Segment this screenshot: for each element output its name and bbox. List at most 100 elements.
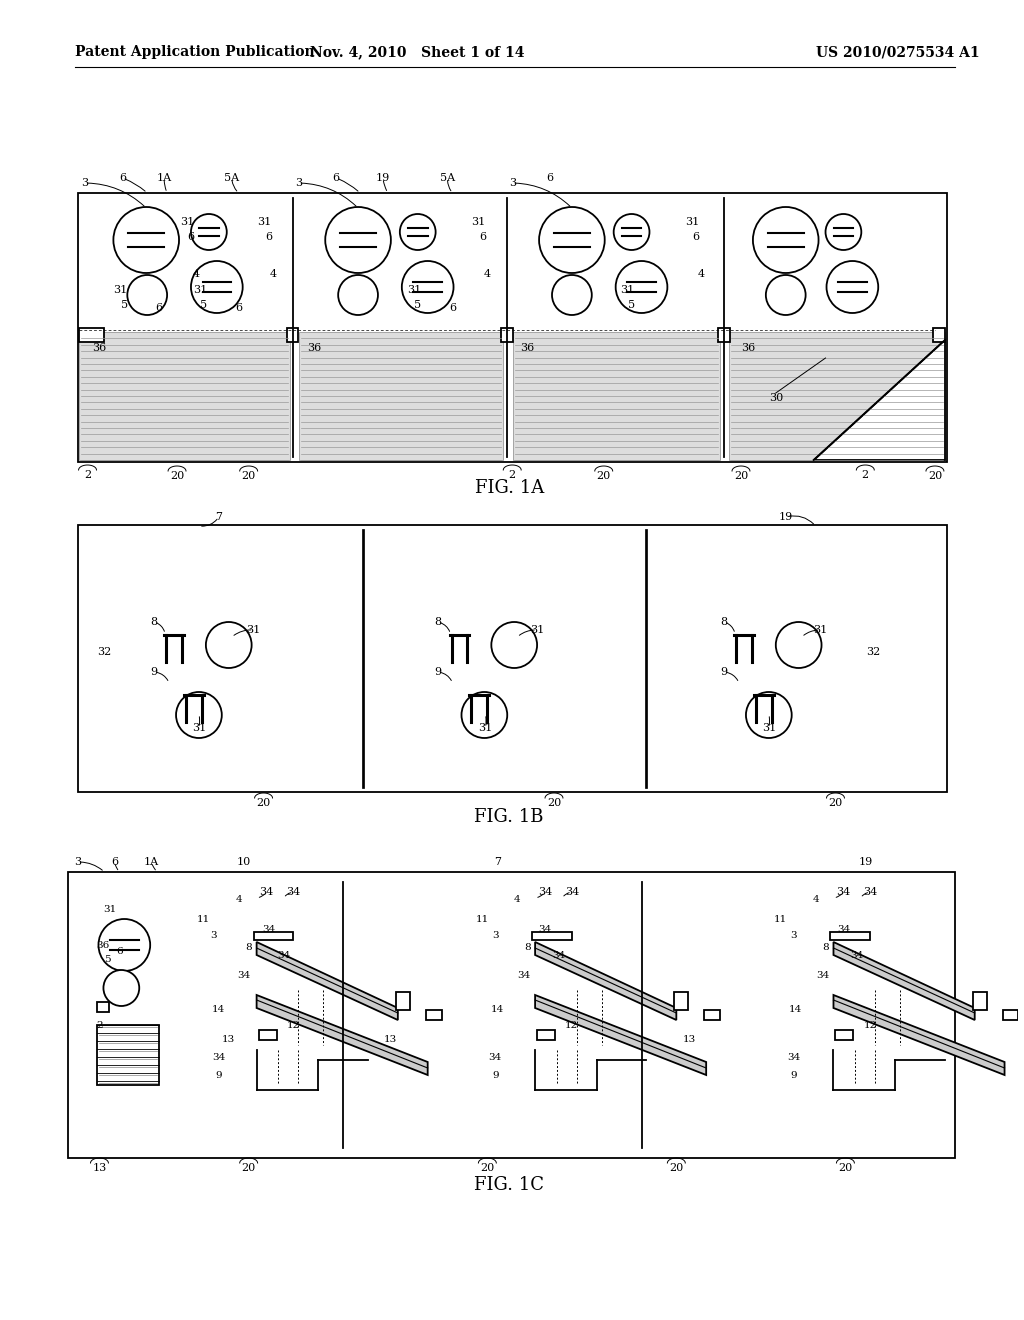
- Text: 3: 3: [81, 178, 88, 187]
- Text: 6: 6: [236, 304, 243, 313]
- Text: 20: 20: [242, 1163, 256, 1173]
- Bar: [97, 1002, 110, 1012]
- Text: 20: 20: [597, 471, 611, 480]
- Text: 31: 31: [530, 624, 544, 635]
- Text: 34: 34: [259, 887, 273, 898]
- Bar: [836, 1030, 853, 1040]
- Text: 9: 9: [151, 667, 158, 677]
- Bar: [396, 993, 410, 1010]
- Bar: [254, 932, 294, 940]
- Text: 31: 31: [247, 624, 261, 635]
- Text: 31: 31: [762, 723, 776, 733]
- Bar: [78, 193, 947, 462]
- Text: 12: 12: [863, 1020, 877, 1030]
- Text: 5: 5: [201, 300, 208, 310]
- Circle shape: [745, 692, 792, 738]
- Text: 11: 11: [476, 916, 489, 924]
- Bar: [513, 333, 720, 459]
- Text: 8: 8: [434, 616, 441, 627]
- Text: 8: 8: [721, 616, 728, 627]
- Text: 34: 34: [212, 1053, 225, 1063]
- Text: 34: 34: [517, 970, 530, 979]
- Text: 6: 6: [692, 232, 699, 242]
- Text: 14: 14: [212, 1006, 225, 1015]
- Circle shape: [766, 275, 806, 315]
- Polygon shape: [257, 942, 398, 1020]
- Text: 34: 34: [276, 950, 290, 960]
- Circle shape: [615, 261, 668, 313]
- Text: 4: 4: [270, 269, 278, 279]
- Text: 31: 31: [685, 216, 699, 227]
- Text: 31: 31: [478, 723, 493, 733]
- Bar: [1002, 1010, 1019, 1020]
- Text: FIG. 1C: FIG. 1C: [474, 1176, 544, 1195]
- Text: 6: 6: [449, 304, 456, 313]
- Text: 19: 19: [376, 173, 390, 183]
- Polygon shape: [536, 942, 676, 1020]
- Text: 20: 20: [670, 1163, 683, 1173]
- Text: 9: 9: [215, 1071, 222, 1080]
- Text: 2: 2: [96, 1020, 102, 1030]
- Circle shape: [539, 207, 605, 273]
- Text: FIG. 1A: FIG. 1A: [474, 479, 544, 498]
- Circle shape: [826, 261, 879, 313]
- Text: 34: 34: [851, 950, 864, 960]
- Polygon shape: [814, 341, 945, 459]
- Text: 4: 4: [483, 269, 490, 279]
- Text: 34: 34: [538, 887, 552, 898]
- Text: 9: 9: [434, 667, 441, 677]
- Text: 1A: 1A: [143, 857, 159, 867]
- Bar: [78, 525, 947, 792]
- Text: 34: 34: [552, 950, 565, 960]
- Text: 34: 34: [262, 925, 275, 935]
- Text: 34: 34: [863, 887, 878, 898]
- Circle shape: [776, 622, 821, 668]
- Text: 31: 31: [180, 216, 195, 227]
- Text: 19: 19: [858, 857, 872, 867]
- Text: 34: 34: [837, 925, 850, 935]
- Bar: [426, 1010, 441, 1020]
- Text: 20: 20: [734, 471, 749, 480]
- Text: 11: 11: [198, 916, 211, 924]
- Text: 3: 3: [295, 178, 302, 187]
- Bar: [973, 993, 987, 1010]
- Text: 3: 3: [509, 178, 516, 187]
- Text: 6: 6: [116, 948, 123, 957]
- Bar: [79, 333, 291, 459]
- Bar: [299, 333, 503, 459]
- Text: 11: 11: [774, 916, 787, 924]
- Text: 31: 31: [813, 624, 827, 635]
- Text: 4: 4: [514, 895, 520, 904]
- Text: 31: 31: [114, 285, 127, 294]
- Circle shape: [103, 970, 139, 1006]
- Circle shape: [462, 692, 507, 738]
- Circle shape: [552, 275, 592, 315]
- Bar: [537, 1030, 555, 1040]
- Bar: [718, 327, 730, 342]
- Text: 3: 3: [492, 931, 499, 940]
- Text: 8: 8: [151, 616, 158, 627]
- Circle shape: [825, 214, 861, 249]
- Bar: [933, 327, 945, 342]
- Text: 3: 3: [74, 857, 81, 867]
- Text: 13: 13: [222, 1035, 236, 1044]
- Text: 20: 20: [839, 1163, 853, 1173]
- Text: 5A: 5A: [224, 173, 240, 183]
- Bar: [288, 327, 298, 342]
- Text: 5: 5: [414, 300, 421, 310]
- Bar: [97, 1026, 159, 1085]
- Text: FIG. 1B: FIG. 1B: [474, 808, 544, 826]
- Text: 20: 20: [170, 471, 184, 480]
- Circle shape: [326, 207, 391, 273]
- Text: 10: 10: [237, 857, 251, 867]
- Text: 32: 32: [97, 647, 112, 657]
- Text: 31: 31: [471, 216, 485, 227]
- Text: 4: 4: [812, 895, 819, 904]
- Text: 3: 3: [211, 931, 217, 940]
- Text: Patent Application Publication: Patent Application Publication: [75, 45, 314, 59]
- Text: 31: 31: [193, 285, 207, 294]
- Circle shape: [613, 214, 649, 249]
- Text: 30: 30: [769, 393, 783, 403]
- Text: 6: 6: [187, 232, 195, 242]
- Circle shape: [753, 207, 818, 273]
